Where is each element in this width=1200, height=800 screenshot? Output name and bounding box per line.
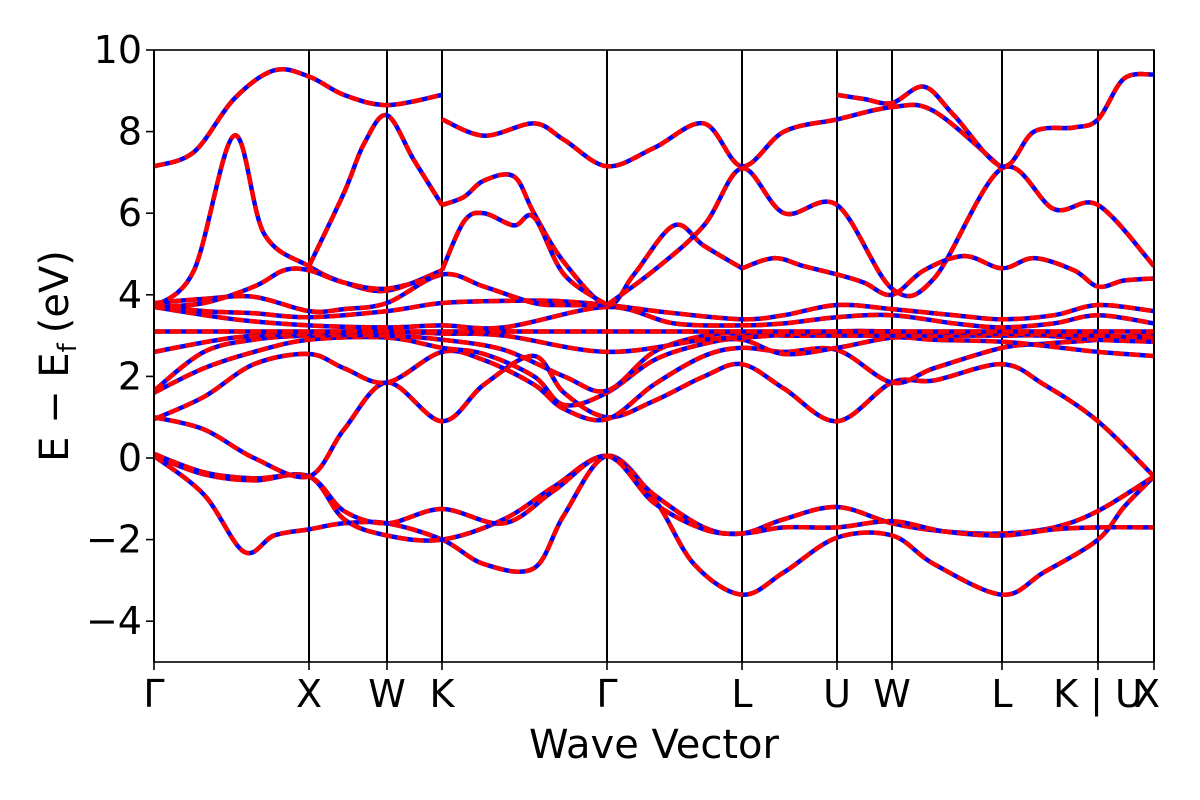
band-line-a-20 xyxy=(741,253,1154,298)
y-tick-label-4: 4 xyxy=(118,273,142,317)
band-line-a-5 xyxy=(154,334,1154,408)
y-tick-label-5: 6 xyxy=(118,191,142,235)
band-line-b-2 xyxy=(154,451,1154,538)
band-line-b-12 xyxy=(154,133,443,309)
band-line-b-17 xyxy=(439,210,609,307)
y-tick-label-0: −4 xyxy=(86,599,142,643)
y-tick-label-1: −2 xyxy=(86,518,142,562)
band-line-a-3 xyxy=(154,353,1154,480)
x-tick-label-0: Γ xyxy=(143,672,164,716)
band-line-b-19 xyxy=(605,164,1154,307)
y-axis-title-main: E − E xyxy=(32,352,78,462)
band-line-b-9 xyxy=(154,304,1154,331)
x-tick-label-8: L xyxy=(991,672,1012,716)
band-line-a-12 xyxy=(154,133,443,309)
band-line-a-19 xyxy=(605,164,1154,307)
band-line-a-15 xyxy=(306,112,444,268)
band-line-b-16 xyxy=(441,172,744,308)
band-line-a-21 xyxy=(836,71,1154,169)
band-line-a-14 xyxy=(154,66,443,169)
x-tick-label-5: L xyxy=(731,672,752,716)
band-line-a-18 xyxy=(441,102,1004,171)
band-line-b-20 xyxy=(741,253,1154,298)
y-axis-title-subscript: f xyxy=(53,342,83,352)
band-line-b-14 xyxy=(154,66,443,169)
y-tick-label-2: 0 xyxy=(118,436,142,480)
y-tick-label-7: 10 xyxy=(94,28,142,72)
band-line-b-10 xyxy=(154,298,1154,322)
band-line-b-18 xyxy=(441,102,1004,171)
x-tick-label-1: X xyxy=(296,672,322,716)
x-tick-label-9: K | U xyxy=(1053,672,1143,717)
band-line-a-17 xyxy=(439,210,609,307)
band-line-b-0 xyxy=(154,453,1154,597)
band-line-b-15 xyxy=(306,112,444,268)
plot-frame xyxy=(153,49,1155,663)
x-tick-label-2: W xyxy=(368,672,406,716)
band-line-b-13 xyxy=(154,266,443,310)
y-tick-label-3: 2 xyxy=(118,354,142,398)
x-tick-label-7: W xyxy=(873,672,911,716)
x-axis-title: Wave Vector xyxy=(529,722,780,768)
x-tick-label-6: U xyxy=(823,672,851,716)
band-line-b-21 xyxy=(836,71,1154,169)
band-line-b-3 xyxy=(154,353,1154,480)
y-axis-title: E − Ef (eV) xyxy=(32,250,83,462)
y-axis-ticks: −4 −2 0 2 4 6 8 10 xyxy=(86,28,154,643)
y-tick-label-6: 8 xyxy=(118,110,142,154)
band-line-b-4 xyxy=(154,331,1154,423)
x-tick-label-3: K xyxy=(430,672,456,716)
x-tick-label-4: Γ xyxy=(596,672,617,716)
band-line-b-11 xyxy=(154,271,608,315)
x-tick-label-10: X xyxy=(1134,672,1160,716)
y-axis-title-unit: (eV) xyxy=(32,250,78,333)
bands-layer xyxy=(154,66,1154,597)
